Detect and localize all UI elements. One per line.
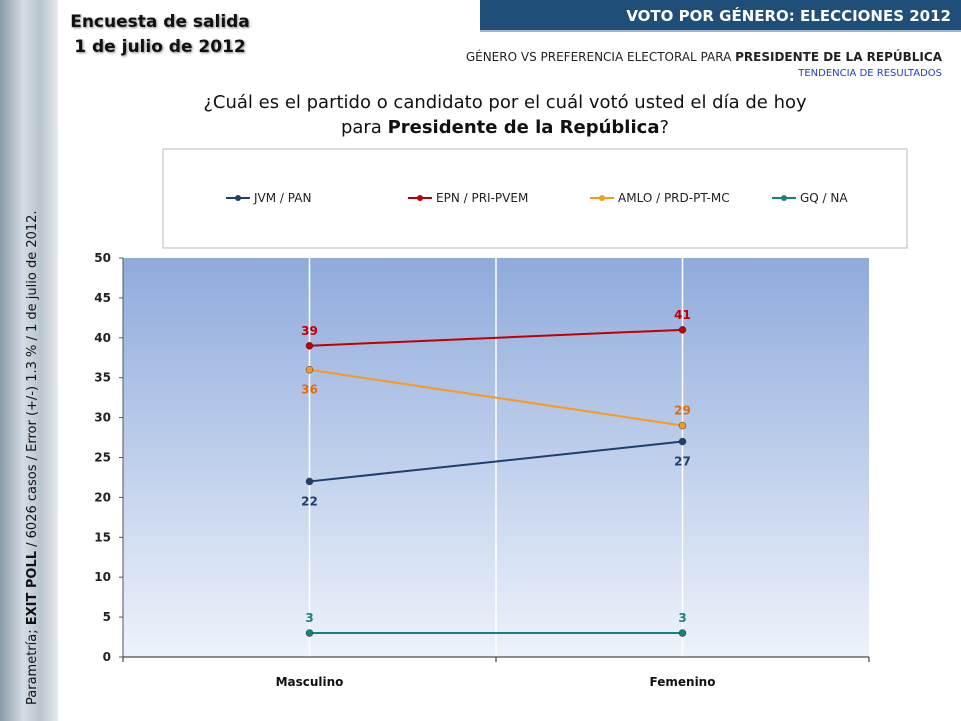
data-label: 36 (301, 383, 318, 397)
y-tick-label: 15 (94, 530, 111, 544)
subtitle: GÉNERO VS PREFERENCIA ELECTORAL PARA PRE… (465, 50, 942, 64)
x-tick-label: Masculino (276, 675, 344, 689)
y-tick-label: 40 (94, 331, 111, 345)
series-line (309, 328, 683, 347)
x-tick-label: Femenino (650, 675, 716, 689)
y-tick-label: 45 (94, 291, 111, 305)
y-tick-label: 10 (94, 570, 111, 584)
data-label: 39 (301, 324, 318, 338)
question: ¿Cuál es el partido o candidato por el c… (203, 92, 807, 138)
banner: VOTO POR GÉNERO: ELECCIONES 2012 (480, 0, 961, 32)
data-point (678, 629, 687, 637)
data-point (305, 365, 314, 374)
source-note: Parametría; EXIT POLL / 6026 casos / Err… (25, 210, 40, 705)
data-point (678, 437, 687, 446)
data-point (678, 421, 687, 430)
data-label: 27 (674, 455, 691, 469)
y-tick-label: 25 (94, 451, 111, 465)
data-point (678, 326, 687, 334)
data-point (305, 342, 314, 350)
series-line (309, 440, 683, 483)
data-label: 3 (305, 611, 313, 625)
legend-label: GQ / NA (800, 191, 848, 205)
y-tick-label: 50 (94, 251, 111, 265)
data-label: 3 (678, 611, 686, 625)
trend-label: TENDENCIA DE RESULTADOS (798, 68, 942, 79)
y-tick-label: 20 (94, 490, 111, 504)
legend-label: JVM / PAN (253, 191, 311, 205)
y-tick-label: 5 (103, 610, 111, 624)
data-point (305, 477, 314, 486)
legend-marker (781, 195, 787, 201)
legend-marker (417, 195, 423, 201)
side-decoration (0, 0, 58, 721)
legend-marker (235, 195, 241, 201)
data-label: 29 (674, 404, 691, 418)
data-point (305, 629, 314, 637)
legend-label: EPN / PRI-PVEM (436, 191, 528, 205)
y-tick-label: 35 (94, 371, 111, 385)
legend-label: AMLO / PRD-PT-MC (618, 191, 730, 205)
slide-title: Encuesta de salida 1 de julio de 2012 (70, 12, 250, 57)
y-tick-label: 30 (94, 411, 111, 425)
legend-marker (599, 195, 605, 201)
y-tick-label: 0 (103, 650, 111, 664)
data-label: 41 (674, 308, 691, 322)
series-line (309, 368, 683, 427)
data-label: 22 (301, 494, 318, 508)
